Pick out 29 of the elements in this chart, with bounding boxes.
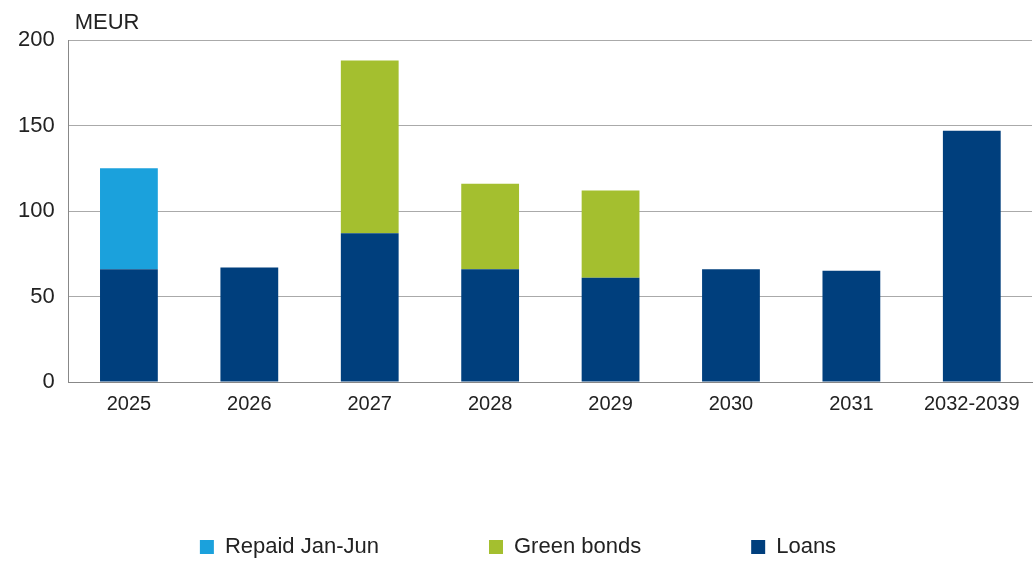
legend-label: Green bonds: [513, 533, 642, 559]
y-tick-label: 150: [17, 111, 55, 137]
x-tick-label: 2026: [227, 391, 272, 414]
x-tick-label: 2027: [347, 391, 392, 414]
y-axis-title: MEUR: [74, 9, 140, 35]
bar: [340, 60, 399, 234]
y-tick-label: 200: [17, 26, 55, 52]
x-tick-label: 2028: [467, 391, 513, 414]
legend-label: Repaid Jan-Jun: [224, 533, 379, 559]
bar: [220, 267, 279, 382]
bar: [100, 168, 158, 270]
y-tick-label: 100: [17, 197, 55, 223]
bar: [100, 269, 158, 382]
x-tick-label: 2025: [106, 391, 152, 414]
x-tick-label: 2032-2039: [923, 391, 1020, 414]
bar: [702, 269, 760, 382]
bar: [581, 277, 640, 382]
legend-label: Loans: [776, 533, 837, 559]
bar: [461, 183, 520, 270]
bar: [581, 190, 640, 278]
bar: [942, 130, 1001, 382]
x-tick-label: 2031: [829, 391, 874, 414]
bar: [822, 270, 881, 382]
x-tick-label: 2030: [708, 391, 754, 414]
y-tick-label: 0: [42, 368, 55, 394]
y-tick-label: 50: [30, 282, 55, 308]
bar: [340, 233, 399, 382]
bar: [461, 269, 520, 382]
x-tick-label: 2029: [588, 391, 633, 414]
